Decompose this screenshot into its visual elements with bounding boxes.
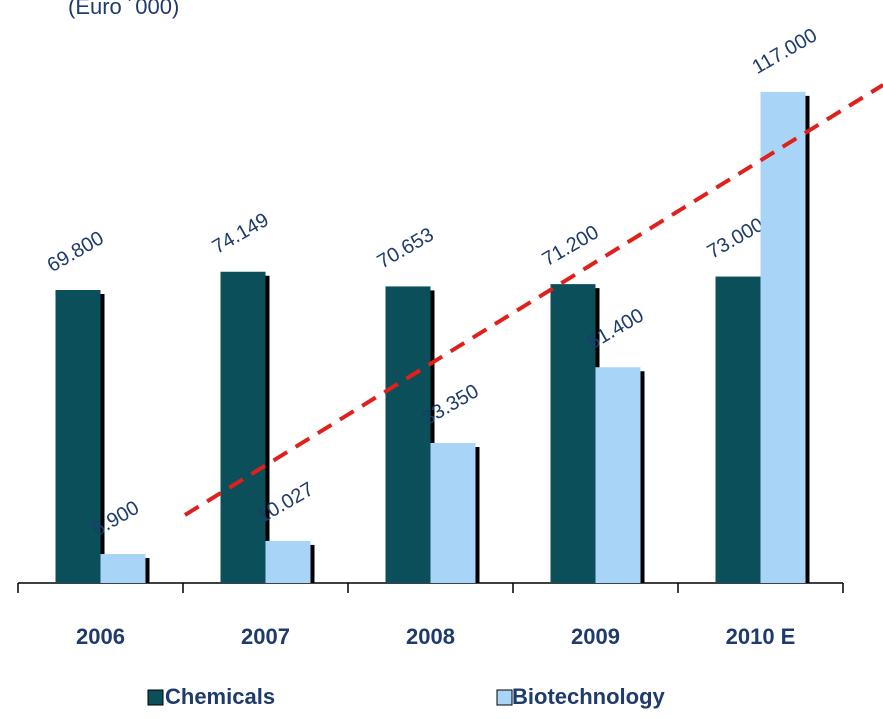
legend-label: Biotechnology — [512, 684, 666, 709]
chart-subtitle: (Euro ´000) — [68, 0, 179, 19]
data-label: 73.000 — [704, 214, 768, 264]
data-label: 74.149 — [209, 209, 273, 259]
bar — [760, 91, 806, 583]
bar — [55, 290, 101, 583]
x-tick-label: 2008 — [406, 624, 455, 649]
x-tick-label: 2007 — [241, 624, 290, 649]
bar — [220, 271, 266, 583]
bar — [265, 540, 311, 583]
bar — [715, 276, 761, 583]
bar — [550, 284, 596, 583]
bar — [595, 367, 641, 583]
x-tick-label: 2010 E — [726, 624, 796, 649]
data-label: 117.000 — [749, 24, 821, 78]
data-label: 70.653 — [374, 224, 438, 274]
x-tick-label: 2006 — [76, 624, 125, 649]
legend-swatch — [496, 689, 513, 706]
bar — [430, 443, 476, 583]
legend-label: Chemicals — [165, 684, 275, 709]
bar — [100, 554, 146, 583]
x-tick-label: 2009 — [571, 624, 620, 649]
data-label: 69.800 — [44, 227, 108, 277]
legend-swatch — [147, 689, 164, 706]
trend-line — [183, 83, 883, 517]
bar — [385, 286, 431, 583]
